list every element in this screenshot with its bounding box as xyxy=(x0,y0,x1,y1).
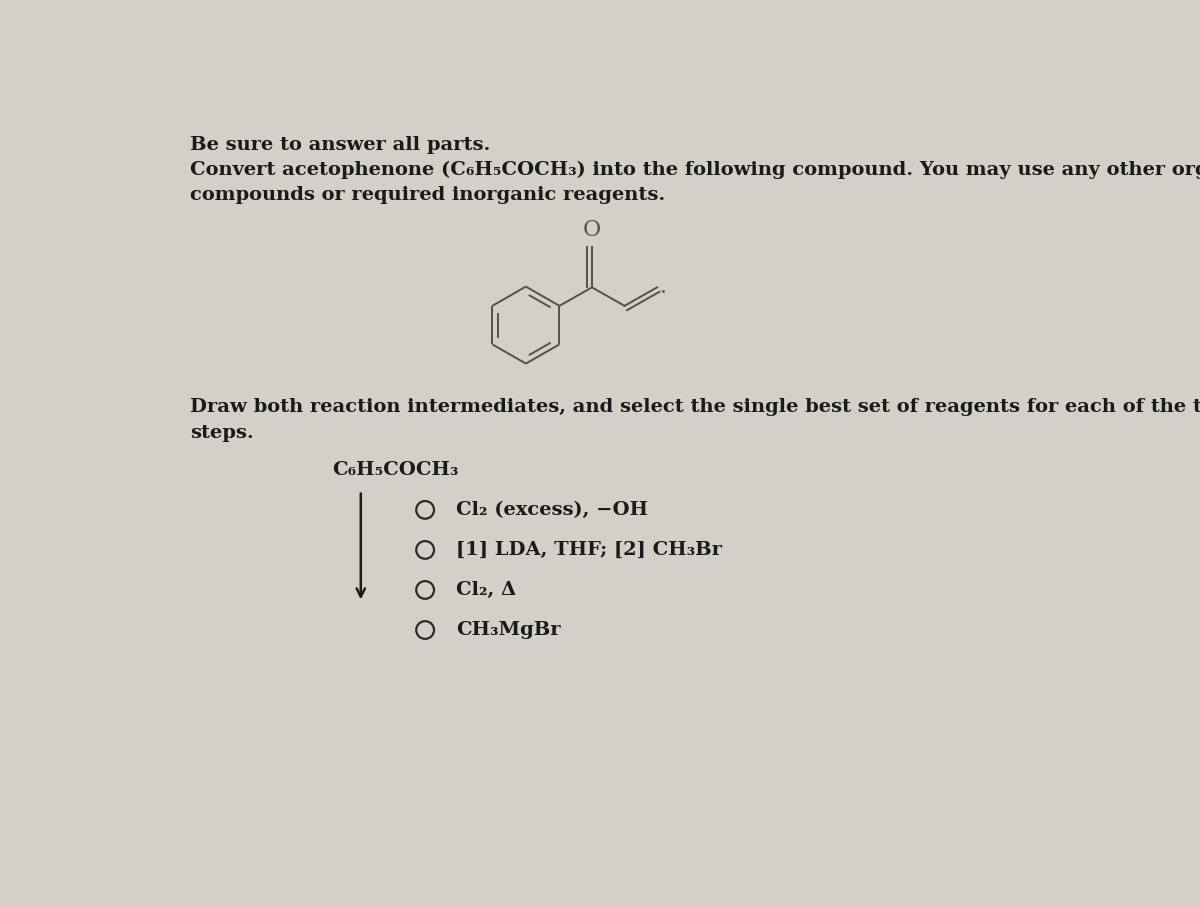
Text: Convert acetophenone (C₆H₅COCH₃) into the following compound. You may use any ot: Convert acetophenone (C₆H₅COCH₃) into th… xyxy=(191,161,1200,179)
Text: Draw both reaction intermediates, and select the single best set of reagents for: Draw both reaction intermediates, and se… xyxy=(191,399,1200,416)
Text: CH₃MgBr: CH₃MgBr xyxy=(456,621,560,639)
Text: steps.: steps. xyxy=(191,424,254,441)
Text: [1] LDA, THF; [2] CH₃Br: [1] LDA, THF; [2] CH₃Br xyxy=(456,541,722,559)
Text: compounds or required inorganic reagents.: compounds or required inorganic reagents… xyxy=(191,187,666,205)
Text: O: O xyxy=(583,219,601,241)
Text: Be sure to answer all parts.: Be sure to answer all parts. xyxy=(191,137,491,154)
Text: C₆H₅COCH₃: C₆H₅COCH₃ xyxy=(332,461,458,479)
Text: Cl₂, Δ: Cl₂, Δ xyxy=(456,581,516,599)
Text: Cl₂ (excess), −OH: Cl₂ (excess), −OH xyxy=(456,501,648,519)
